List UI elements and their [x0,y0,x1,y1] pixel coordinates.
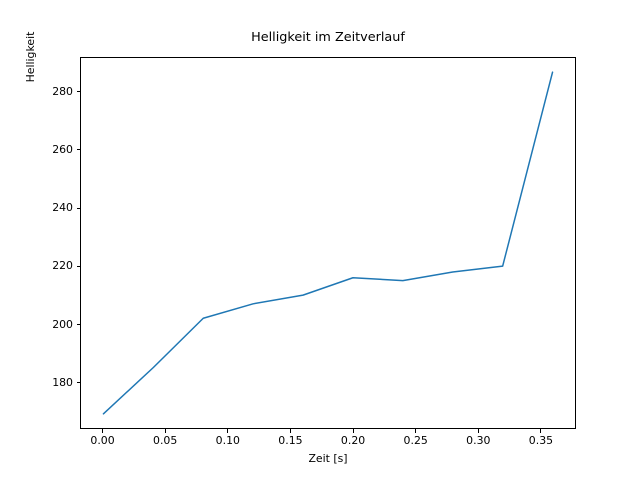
x-tick-label: 0.30 [466,434,491,447]
x-tick-label: 0.35 [528,434,554,447]
data-series-line [102,71,554,415]
y-tick-mark [76,91,80,93]
x-tick-label: 0.15 [278,434,303,447]
x-axis-label: Zeit [s] [308,452,348,465]
x-tick-label: 0.20 [340,434,366,447]
x-tick-mark [102,429,104,433]
line-chart-svg [102,71,554,415]
y-tick-mark [76,324,80,325]
page-title: Helligkeit im Zeitverlauf [251,30,405,45]
plot-area [80,57,576,429]
x-tick-label: 0.10 [215,434,240,447]
y-tick-label: 260 [52,142,73,156]
x-tick-mark [289,429,291,433]
y-tick-label: 280 [52,84,73,98]
y-tick-label: 180 [52,375,73,389]
x-tick-label: 0.00 [90,434,115,447]
y-tick-label: 220 [52,259,73,273]
y-tick-mark [76,382,80,384]
x-tick-label: 0.05 [153,434,178,447]
x-tick-mark [415,429,417,433]
x-tick-mark [227,429,229,433]
x-tick-mark [540,429,542,433]
y-tick-mark [76,265,80,267]
y-tick-mark [76,207,80,209]
y-tick-label: 240 [52,201,73,215]
x-tick-mark [164,429,166,433]
y-tick-mark [76,149,80,151]
x-tick-mark [477,429,479,433]
x-tick-label: 0.25 [403,434,428,447]
x-tick-mark [352,429,354,433]
y-tick-label: 200 [52,317,73,331]
